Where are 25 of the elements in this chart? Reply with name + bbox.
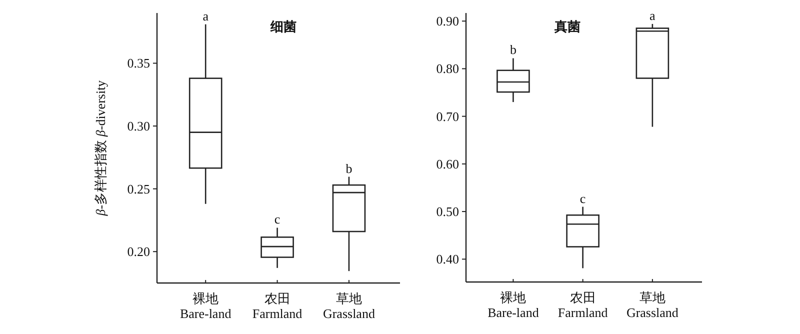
text: 真菌 [553,19,580,34]
y-tick-label: 0.35 [127,56,150,71]
y-tick-label: 0.90 [436,14,459,29]
y-tick-label: 0.60 [436,156,459,172]
annotation: a [650,8,656,23]
y-tick-label: 0.50 [436,204,459,220]
annotation: b [510,42,516,58]
y-tick-label: 0.40 [436,252,459,267]
y-tick-label: 0.30 [127,118,150,134]
annotation: b [346,160,352,176]
y-tick-label: 0.25 [127,181,150,196]
y-tick-label: 0.20 [127,244,150,260]
x-tick-label: 裸地 Bare-land [180,291,232,321]
x-tick-label: 农田 Farmland [558,290,608,320]
annotation: c [274,212,280,227]
y-axis-title: β-多样性指数 β-diversity [93,80,108,217]
annotation: a [202,8,209,24]
x-tick-label: 草地 Grassland [626,290,679,320]
y-tick-label: 0.80 [436,61,459,76]
text: 细菌 [269,19,296,34]
annotation: c [580,190,586,206]
y-tick-label: 0.70 [436,108,459,124]
x-tick-label: 草地 Grassland [322,291,376,321]
x-tick-label: 农田 Farmland [252,291,303,321]
x-tick-label: 裸地 Bare-land [488,290,540,320]
